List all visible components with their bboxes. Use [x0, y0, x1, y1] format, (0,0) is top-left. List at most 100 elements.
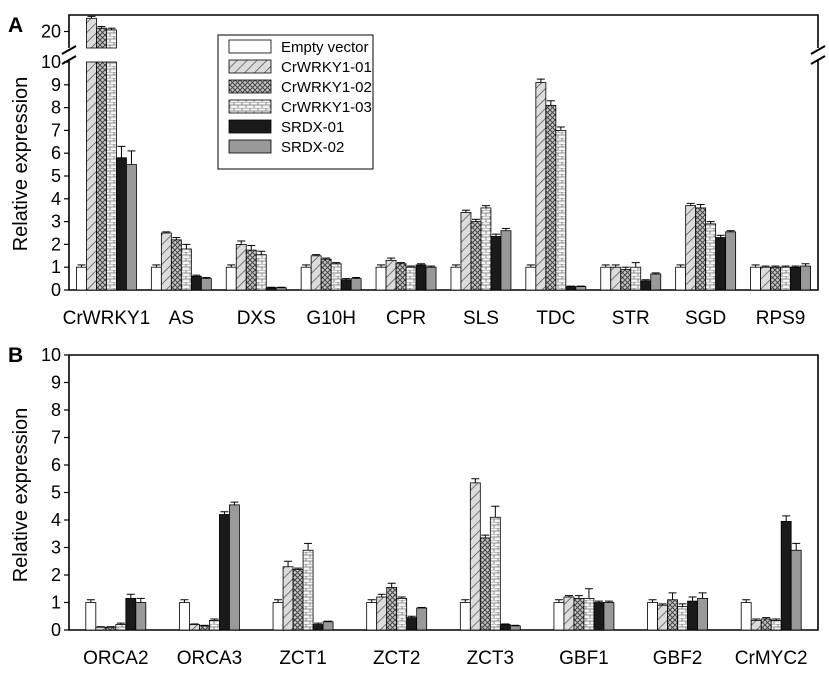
- x-tick-label-a: G10H: [306, 308, 356, 329]
- bar-a: [460, 212, 472, 291]
- legend: Empty vector CrWRKY1-01 CrWRKY1-02 CrWRKY1-…: [217, 34, 374, 170]
- y-tick-label-a: 10: [41, 52, 61, 72]
- y-tick-label-a: 5: [51, 166, 61, 186]
- bar-b: [573, 597, 585, 631]
- y-tick-label-a: 8: [51, 98, 61, 118]
- legend-swatch: [228, 119, 272, 134]
- y-tick-label-a: 1: [51, 257, 61, 277]
- x-tick-label-a: SGD: [685, 308, 726, 329]
- y-axis-title-b: Relative expression: [10, 408, 32, 583]
- bar-b: [406, 617, 418, 631]
- bar-a: [750, 266, 761, 291]
- y-tick-label-b: 5: [51, 483, 61, 503]
- x-tick-label-b: CrMYC2: [735, 648, 808, 669]
- y-tick-label-a: 7: [51, 120, 61, 140]
- bar-a: [535, 82, 547, 291]
- bar-a: [320, 258, 332, 291]
- bar-a: [770, 266, 781, 291]
- x-tick-label-b: GBF2: [653, 648, 703, 669]
- y-tick-label-a: 4: [51, 189, 61, 209]
- bar-a: [600, 266, 612, 291]
- legend-label: SRDX-01: [281, 119, 344, 136]
- x-tick-label-a: RPS9: [756, 308, 806, 329]
- bar-b: [479, 537, 491, 631]
- legend-label: CrWRKY1-02: [281, 79, 372, 96]
- bar-a: [620, 269, 632, 291]
- bar-b: [499, 624, 511, 631]
- bar-a: [675, 266, 687, 291]
- bar-a: [76, 266, 87, 291]
- bar-a: [126, 164, 137, 291]
- bar-a: [275, 287, 287, 291]
- bar-b: [115, 624, 127, 631]
- bar-a: [715, 237, 727, 291]
- bar-b: [647, 602, 658, 631]
- panel-b-frame: [68, 354, 819, 631]
- bar-b: [790, 549, 802, 631]
- bar-b: [229, 504, 240, 631]
- x-tick-label-b: ORCA3: [177, 648, 242, 669]
- legend-swatch: [228, 99, 272, 114]
- x-tick-label-a: STR: [612, 308, 650, 329]
- bar-a: [480, 207, 492, 291]
- bar-b: [199, 625, 210, 631]
- bar-a: [265, 287, 277, 291]
- bar-a: [86, 61, 97, 291]
- bar-b: [95, 626, 107, 631]
- bar-b: [677, 606, 688, 631]
- bar-b: [469, 482, 481, 631]
- bar-a: [385, 259, 397, 291]
- panel-b: 0 1 2 3 4 5 6 7 8 9 10 ORCA2 ORCA3 ZCT1 ZCT2 ZCT3 GBF1 GB…: [41, 345, 819, 669]
- bar-a: [415, 264, 427, 291]
- y-tick-label-b: 10: [41, 345, 61, 365]
- x-tick-label-a: CrWRKY1: [63, 308, 151, 329]
- y-axis-title-a: Relative expression: [10, 77, 32, 252]
- bar-b: [416, 607, 428, 631]
- panel-label-b: B: [8, 344, 23, 367]
- bar-b: [376, 596, 388, 631]
- bar-a: [555, 129, 567, 291]
- y-tick-label-b: 2: [51, 565, 61, 585]
- bar-a: [310, 255, 322, 291]
- x-tick-label-b: ORCA2: [83, 648, 148, 669]
- bar-a: [725, 231, 737, 291]
- bar-b: [386, 586, 398, 631]
- bar-a: [116, 157, 127, 291]
- x-tick-label-a: SLS: [463, 308, 499, 329]
- y-tick-label-a: 0: [51, 280, 61, 300]
- bar-b: [750, 619, 762, 631]
- bar-b: [105, 626, 117, 631]
- x-tick-label-a: TDC: [536, 308, 575, 329]
- bar-a: [525, 266, 537, 291]
- x-tick-label-a: DXS: [237, 308, 276, 329]
- legend-swatch: [228, 79, 272, 94]
- bar-a: [450, 266, 462, 291]
- bar-b: [292, 569, 304, 631]
- bar-a: [685, 205, 697, 291]
- legend-swatch: [228, 59, 272, 74]
- y-tick-label-a: 3: [51, 212, 61, 232]
- bar-b: [219, 514, 230, 631]
- bar-b: [563, 596, 575, 631]
- bar-a: [575, 286, 587, 291]
- panel-a-frame-upper: [68, 14, 819, 48]
- bar-a: [235, 243, 247, 291]
- y-tick-label-b: 4: [51, 510, 61, 530]
- panel-label-a: A: [8, 14, 23, 37]
- bar-a: [760, 266, 771, 291]
- bar-b: [760, 618, 772, 631]
- bar-a: [340, 279, 352, 291]
- bar-a: [630, 266, 642, 291]
- axis-break-left: [61, 45, 77, 65]
- bar-b: [583, 597, 595, 631]
- bar-a: [150, 266, 162, 291]
- bar-a-upper: [96, 27, 107, 49]
- x-tick-label-b: ZCT3: [467, 648, 515, 669]
- bar-a: [170, 239, 182, 291]
- y-tick-label-a: 6: [51, 143, 61, 163]
- bar-a: [255, 254, 267, 291]
- bar-b: [740, 602, 752, 631]
- bar-b: [697, 597, 708, 631]
- bar-b: [85, 602, 97, 631]
- bar-b: [302, 549, 314, 631]
